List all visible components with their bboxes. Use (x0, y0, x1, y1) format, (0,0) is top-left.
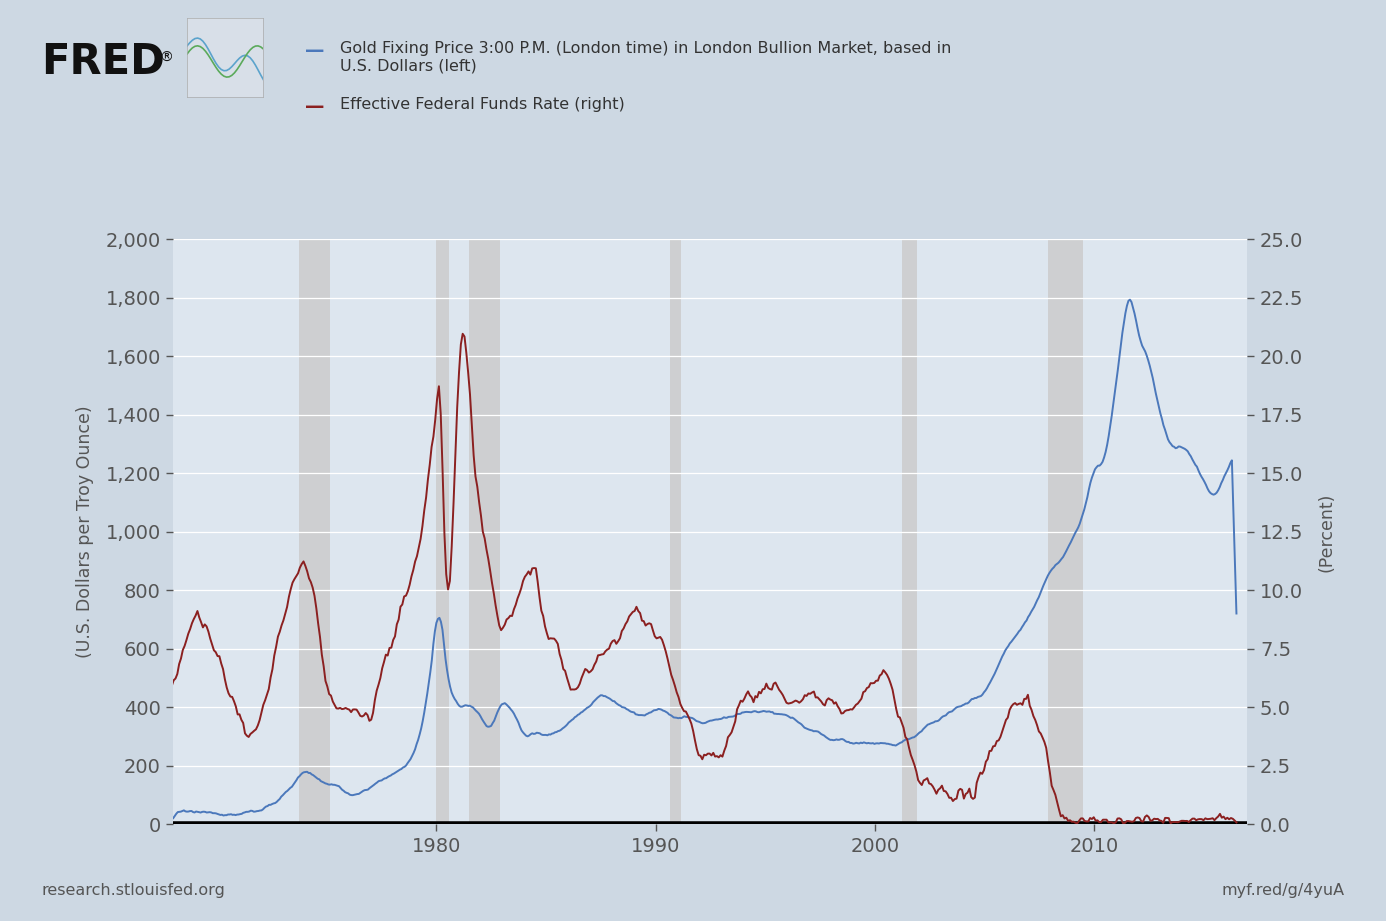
Text: ®: ® (159, 51, 173, 64)
Text: research.stlouisfed.org: research.stlouisfed.org (42, 883, 226, 898)
Text: myf.red/g/4yuA: myf.red/g/4yuA (1221, 883, 1344, 898)
Y-axis label: (Percent): (Percent) (1317, 492, 1335, 572)
Bar (299, 239, 330, 824)
Bar (902, 239, 916, 824)
Text: FRED: FRED (42, 41, 165, 84)
Text: —: — (305, 41, 324, 61)
Text: Gold Fixing Price 3:00 P.M. (London time) in London Bullion Market, based in
U.S: Gold Fixing Price 3:00 P.M. (London time… (340, 41, 951, 74)
Text: —: — (305, 97, 324, 116)
Bar (437, 239, 449, 824)
Text: Effective Federal Funds Rate (right): Effective Federal Funds Rate (right) (340, 97, 624, 111)
Bar (671, 239, 681, 824)
Bar (470, 239, 500, 824)
Bar (1048, 239, 1082, 824)
Y-axis label: (U.S. Dollars per Troy Ounce): (U.S. Dollars per Troy Ounce) (76, 405, 94, 659)
